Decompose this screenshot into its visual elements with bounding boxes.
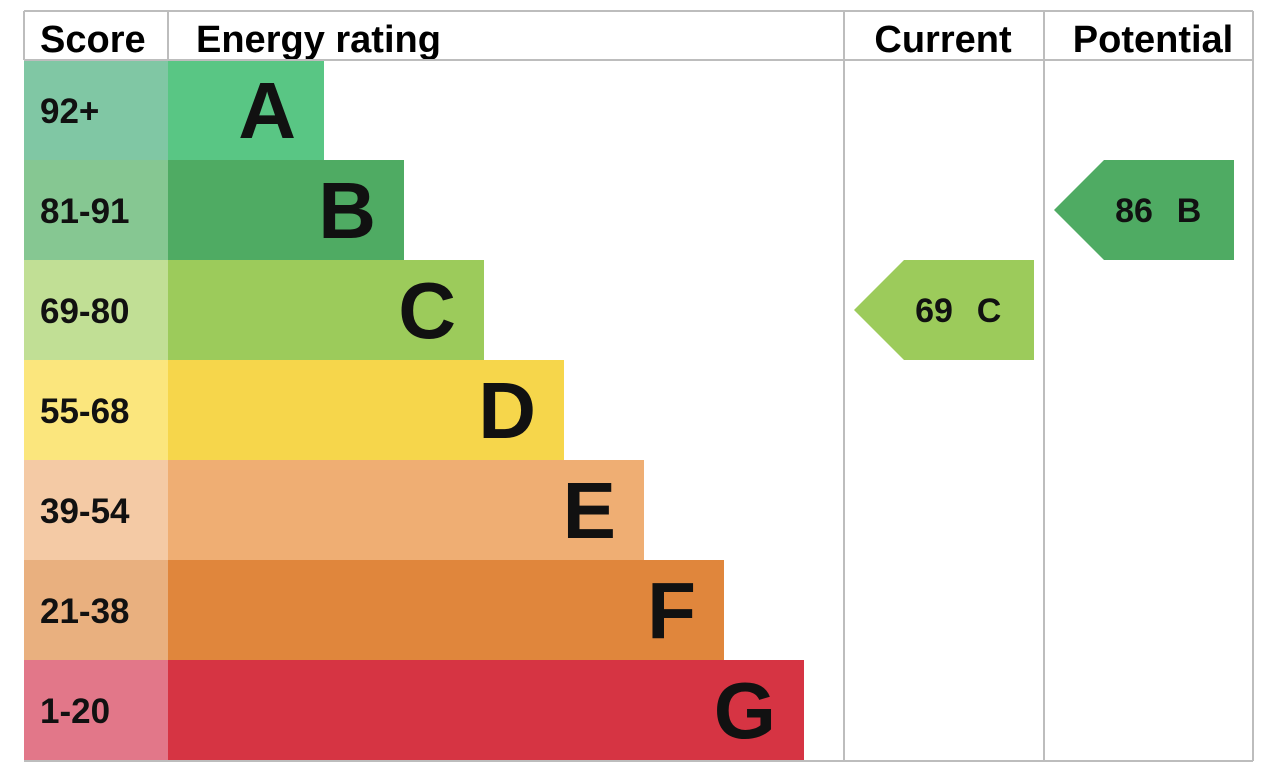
rating-letter-c: C [398,266,456,355]
rating-letter-f: F [647,566,696,655]
score-range-c: 69-80 [40,292,130,331]
header-energy-rating: Energy rating [196,19,441,61]
potential-rating-score: 86 [1115,192,1153,230]
rating-bar-c [168,260,484,360]
score-cell-d [24,360,168,460]
header-potential: Potential [1073,19,1233,61]
score-cell-c [24,260,168,360]
rating-arrows: 69 C 86 B [854,160,1234,360]
score-range-b: 81-91 [40,192,130,231]
rating-letter-d: D [478,366,536,455]
rating-bar-b [168,160,404,260]
potential-rating-arrow [1054,160,1234,260]
current-rating-arrow [854,260,1034,360]
score-cell-b [24,160,168,260]
rating-bar-f [168,560,724,660]
current-rating-letter: C [977,292,1002,330]
score-range-a: 92+ [40,92,99,131]
score-cell-f [24,560,168,660]
header-current: Current [874,19,1012,61]
score-range-d: 55-68 [40,392,130,431]
score-range-f: 21-38 [40,592,130,631]
rating-letter-e: E [563,466,616,555]
score-range-g: 1-20 [40,692,110,731]
rating-letter-b: B [318,166,376,255]
rating-bar-a [168,60,324,160]
rating-bar-e [168,460,644,560]
rating-bar-g [168,660,804,760]
potential-rating-letter: B [1177,192,1202,230]
score-cell-e [24,460,168,560]
score-cell-a [24,60,168,160]
score-cell-g [24,660,168,760]
score-range-e: 39-54 [40,492,130,531]
rating-bands: 92+ A 81-91 B 69-80 C 55-68 D 39-54 E 21-38 F 1-20 G [24,60,804,760]
current-rating-score: 69 [915,292,953,330]
rating-bar-d [168,360,564,460]
header-score: Score [40,19,146,61]
rating-letter-a: A [238,66,296,155]
rating-letter-g: G [714,666,776,755]
table-grid [23,10,1254,762]
